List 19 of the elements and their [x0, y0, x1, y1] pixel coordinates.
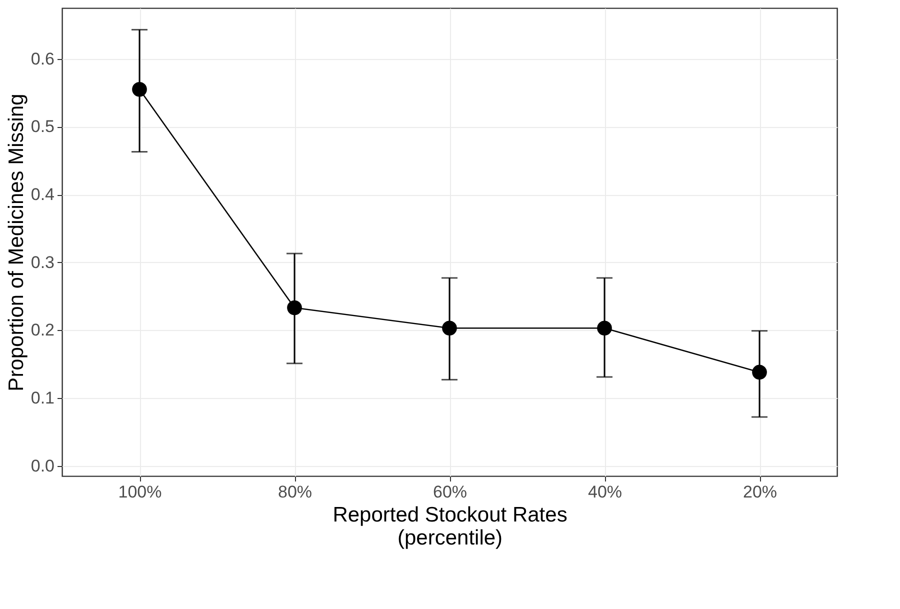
x-tick-label: 80% — [278, 482, 312, 502]
point — [597, 320, 612, 336]
y-tick-label: 0.6 — [30, 49, 54, 68]
x-tick-label: 40% — [588, 482, 622, 502]
x-tick-label: 60% — [432, 482, 468, 502]
x-tick-label: 100% — [118, 482, 162, 502]
point — [287, 300, 302, 316]
point — [752, 364, 767, 380]
y-tick-label: 0.4 — [30, 185, 54, 204]
y-axis-title: Proportion of Medicines Missing — [4, 94, 28, 392]
y-tick-label: 0.0 — [30, 456, 54, 476]
y-tick-label: 0.2 — [30, 320, 54, 340]
point — [132, 82, 147, 97]
y-tick-label: 0.5 — [30, 117, 54, 136]
y-tick-label: 0.3 — [30, 252, 54, 272]
x-axis-title: Reported Stockout Rates (percentile) — [332, 504, 568, 550]
x-tick-label: 20% — [742, 482, 778, 502]
y-tick-label: 0.1 — [30, 388, 54, 408]
point — [442, 320, 457, 336]
